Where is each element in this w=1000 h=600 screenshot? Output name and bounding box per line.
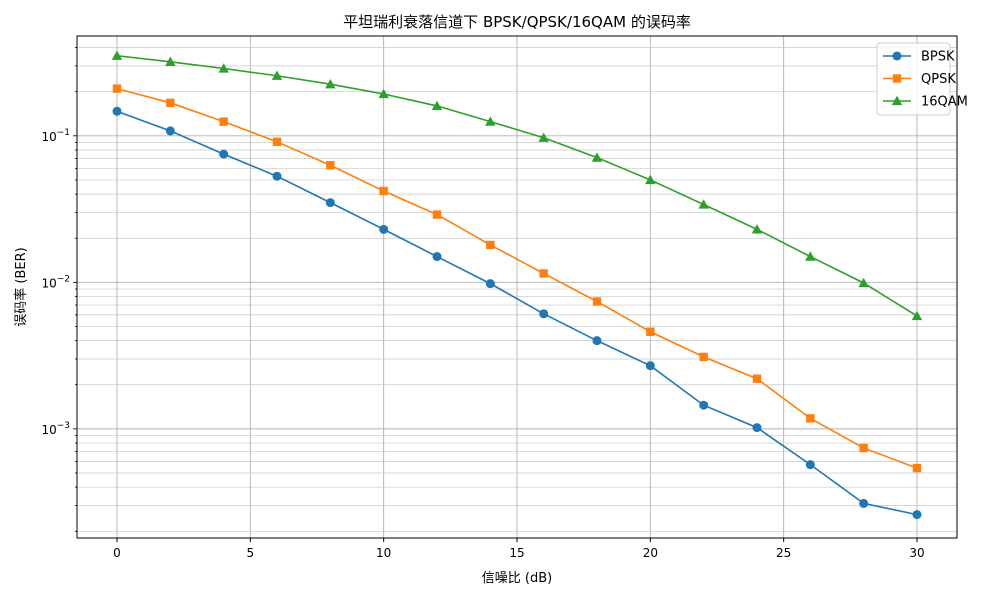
data-point-16qam [378, 88, 389, 99]
data-point-16qam [485, 116, 496, 126]
data-point-bpsk [165, 126, 175, 136]
data-point-bpsk [485, 279, 495, 289]
y-tick-label: 10−1 [41, 128, 70, 144]
data-point-qpsk [592, 297, 602, 306]
data-point-16qam [431, 100, 443, 111]
legend-box [876, 42, 951, 116]
data-point-16qam [218, 63, 229, 73]
data-point-bpsk [805, 460, 815, 470]
series-line-qpsk [116, 87, 918, 469]
data-point-qpsk [539, 269, 548, 278]
data-point-bpsk [699, 400, 709, 410]
data-point-qpsk [699, 352, 708, 362]
data-point-qpsk [272, 137, 282, 147]
x-tick-label: 30 [909, 546, 924, 560]
data-point-16qam [325, 79, 336, 89]
data-point-16qam [271, 70, 283, 80]
data-point-bpsk [219, 149, 229, 159]
series-line-16qam [116, 54, 918, 317]
data-point-qpsk [486, 240, 495, 250]
data-point-16qam [858, 277, 869, 288]
data-point-bpsk [539, 309, 549, 319]
data-point-qpsk [379, 186, 388, 196]
data-point-qpsk [219, 117, 228, 126]
y-tick-label: 10−2 [41, 274, 70, 290]
x-tick-label: 15 [509, 546, 524, 560]
legend-label: 16QAM [921, 95, 968, 110]
data-point-16qam [538, 132, 549, 142]
series-16qam [111, 50, 923, 321]
y-axis-ticks: 10−3 10−2 10−1 [41, 47, 77, 532]
series-qpsk [112, 84, 922, 473]
data-point-qpsk [859, 443, 868, 453]
x-axis-ticks: 0 5 10 15 20 25 30 [113, 538, 925, 560]
data-point-16qam [165, 56, 176, 66]
data-point-bpsk [912, 510, 922, 520]
data-point-bpsk [592, 336, 602, 346]
data-point-qpsk [112, 84, 122, 93]
x-tick-label: 10 [376, 546, 391, 560]
data-point-qpsk [166, 98, 175, 108]
legend-item-16qam: 16QAM [883, 95, 968, 110]
x-tick-label: 20 [643, 546, 658, 560]
legend-label: QPSK [921, 72, 956, 87]
data-point-qpsk [326, 161, 335, 170]
data-point-bpsk [325, 198, 335, 208]
data-point-16qam [111, 50, 123, 60]
data-point-16qam [645, 174, 656, 185]
legend-item-qpsk: QPSK [883, 72, 956, 87]
data-point-bpsk [645, 361, 655, 371]
series-line-bpsk [116, 110, 918, 516]
data-point-16qam [751, 224, 763, 234]
legend-marker [892, 74, 902, 83]
data-point-16qam [805, 251, 816, 261]
y-axis-label: 误码率 (BER) [13, 247, 29, 326]
y-tick-label: 10−3 [41, 421, 70, 437]
grid [77, 36, 957, 538]
x-axis-label: 信噪比 (dB) [482, 571, 552, 586]
data-point-bpsk [752, 423, 762, 433]
data-point-16qam [698, 199, 709, 209]
series-bpsk [112, 106, 922, 520]
data-point-bpsk [859, 498, 869, 508]
data-point-qpsk [646, 327, 655, 336]
chart-title: 平坦瑞利衰落信道下 BPSK/QPSK/16QAM 的误码率 [343, 13, 691, 31]
legend-item-bpsk: BPSK [883, 50, 955, 65]
data-point-bpsk [379, 224, 389, 234]
data-point-16qam [911, 310, 923, 321]
legend: BPSK QPSK 16QAM [876, 42, 968, 116]
x-tick-label: 5 [247, 546, 255, 560]
data-point-bpsk [112, 106, 122, 116]
x-tick-label: 25 [776, 546, 791, 560]
legend-marker [892, 51, 902, 61]
data-point-bpsk [432, 252, 442, 262]
plot-series [111, 50, 923, 520]
x-tick-label: 0 [113, 546, 121, 560]
data-point-qpsk [432, 210, 442, 219]
legend-marker [891, 95, 903, 106]
data-point-qpsk [912, 463, 922, 473]
data-point-qpsk [752, 374, 762, 383]
legend-label: BPSK [921, 50, 955, 65]
data-point-bpsk [272, 171, 282, 181]
data-point-qpsk [806, 414, 815, 423]
data-point-16qam [591, 152, 603, 162]
